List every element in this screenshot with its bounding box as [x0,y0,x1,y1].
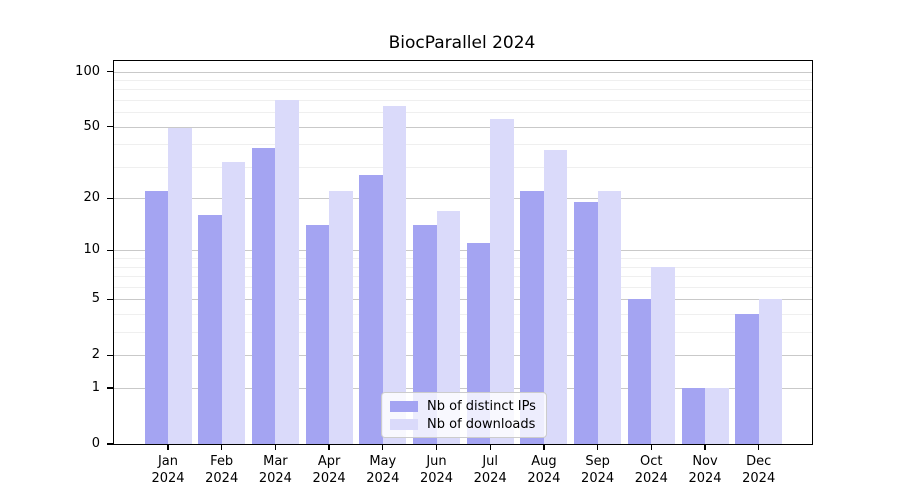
bar-distinct-ips-oct [627,299,652,444]
y-tick-label-5: 5 [91,291,100,307]
bar-distinct-ips-dec [735,314,759,444]
x-tick-oct [650,445,652,451]
x-tick-jan [167,445,169,451]
y-tick-100 [107,70,114,73]
legend-item-downloads: Nb of downloads [390,417,538,432]
y-tick-5 [107,298,114,301]
bar-distinct-ips-nov [681,388,705,444]
x-tick-label-jul: Jul 2024 [473,454,507,486]
gridline-minor-90 [114,79,812,81]
legend-label-downloads: Nb of downloads [427,416,536,432]
gridline-20 [114,198,812,200]
gridline-minor-3 [114,332,812,334]
y-tick-label-100: 100 [75,63,100,79]
y-tick-1 [107,387,114,389]
bar-distinct-ips-apr [305,225,330,444]
x-tick-label-jan: Jan 2024 [151,454,185,486]
bar-downloads-aug [543,150,568,444]
bar-downloads-jul [490,119,514,444]
bar-downloads-may [382,105,407,444]
gridline-50 [114,126,812,128]
x-tick-jun [435,445,438,451]
y-tick-50 [107,125,114,128]
x-tick-label-nov: Nov 2024 [688,454,722,486]
gridline-minor-80 [114,89,812,91]
bar-downloads-sep [597,190,622,444]
gridline-minor-7 [114,276,812,278]
gridline-minor-6 [114,286,812,288]
gridline-minor-9 [114,258,812,260]
x-tick-label-sep: Sep 2024 [581,454,615,486]
bar-distinct-ips-mar [251,148,276,444]
bar-downloads-mar [275,99,299,444]
x-tick-apr [328,445,330,451]
y-tick-2 [107,354,114,357]
legend-swatch-distinct-ips [390,400,418,412]
gridline-minor-60 [114,112,812,114]
bar-downloads-jun [436,210,460,444]
x-tick-sep [596,445,599,451]
x-tick-feb [221,445,223,451]
bar-downloads-nov [705,388,729,444]
gridline-minor-30 [114,166,812,168]
x-tick-jul [489,445,491,451]
gridline-2 [114,355,812,357]
y-tick-label-2: 2 [91,347,100,363]
bar-distinct-ips-feb [198,215,222,444]
legend-swatch-downloads [390,418,418,430]
x-tick-nov [704,445,706,451]
bar-distinct-ips-jan [144,190,168,444]
y-tick-label-50: 50 [83,118,100,134]
bar-downloads-apr [329,190,353,444]
gridline-5 [114,299,812,301]
x-tick-label-oct: Oct 2024 [634,454,668,486]
bar-distinct-ips-aug [520,190,544,444]
bar-downloads-dec [758,299,783,444]
gridline-minor-70 [114,99,812,101]
chart-title: BiocParallel 2024 [388,33,536,53]
x-tick-aug [543,445,545,451]
gridline-minor-8 [114,266,812,268]
y-tick-label-10: 10 [83,242,100,258]
x-tick-label-dec: Dec 2024 [742,454,776,486]
gridline-minor-40 [114,144,812,146]
x-tick-label-mar: Mar 2024 [258,454,292,486]
bar-distinct-ips-may [359,175,383,444]
plot-area: Dec 2024 Nov 2024 Oct 2024 Sep 2024 Aug 2024… [75,60,813,486]
y-tick-label-0: 0 [91,436,100,451]
x-tick-label-feb: Feb 2024 [205,454,239,486]
y-tick-label-20: 20 [83,190,100,206]
legend: Nb of distinct IPs Nb of downloads [381,392,547,438]
x-tick-mar [274,445,277,451]
x-tick-label-may: May 2024 [366,454,400,486]
x-tick-label-jun: Jun 2024 [419,454,454,486]
x-tick-dec [758,445,760,451]
y-tick-0 [107,443,114,445]
gridline-10 [114,250,812,252]
legend-label-distinct-ips: Nb of distinct IPs [427,398,536,414]
y-tick-10 [107,249,114,252]
bar-downloads-feb [221,161,246,444]
bar-downloads-jan [168,128,192,444]
bar-downloads-oct [651,266,675,444]
legend-item-distinct-ips: Nb of distinct IPs [390,399,538,414]
x-tick-label-apr: Apr 2024 [312,454,346,486]
gridline-minor-4 [114,314,812,316]
bar-distinct-ips-jun [413,225,437,444]
y-tick-20 [107,197,114,199]
x-tick-label-aug: Aug 2024 [527,454,561,486]
x-tick-may [382,445,384,451]
y-tick-label-1: 1 [91,380,100,396]
gridline-1 [114,388,812,390]
gridline-100 [114,71,812,73]
bar-distinct-ips-sep [574,202,598,444]
